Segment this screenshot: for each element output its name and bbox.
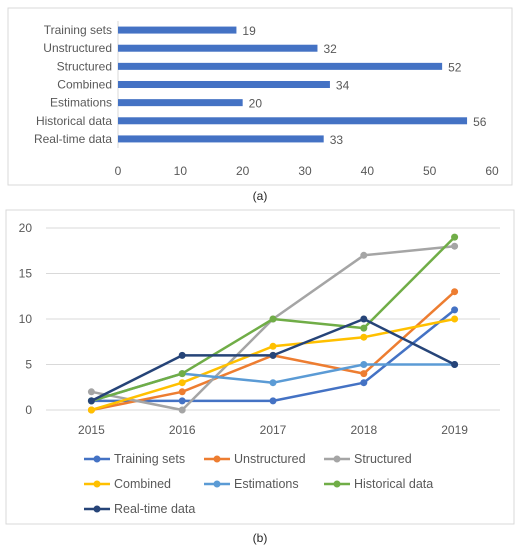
x-tick-label: 10 bbox=[174, 164, 188, 178]
data-point bbox=[87, 397, 95, 405]
legend-label: Estimations bbox=[234, 477, 299, 491]
data-point bbox=[269, 315, 277, 323]
data-point bbox=[269, 342, 277, 350]
x-tick-label: 40 bbox=[361, 164, 375, 178]
data-point bbox=[178, 370, 186, 378]
category-label: Real-time data bbox=[34, 132, 112, 146]
data-label: 56 bbox=[473, 115, 487, 129]
category-label: Structured bbox=[57, 59, 112, 73]
legend-label: Real-time data bbox=[114, 502, 195, 516]
x-tick-label: 20 bbox=[236, 164, 250, 178]
y-tick-label: 0 bbox=[25, 403, 32, 417]
bar bbox=[118, 117, 468, 125]
data-point bbox=[269, 351, 277, 359]
data-point bbox=[360, 324, 368, 332]
data-label: 19 bbox=[242, 24, 256, 38]
y-tick-label: 20 bbox=[19, 221, 33, 235]
x-tick-label: 30 bbox=[298, 164, 312, 178]
legend-label: Combined bbox=[114, 477, 171, 491]
legend-marker bbox=[213, 455, 221, 463]
data-point bbox=[451, 315, 459, 323]
x-tick-label: 0 bbox=[115, 164, 122, 178]
legend-marker bbox=[213, 480, 221, 488]
category-label: Combined bbox=[57, 78, 112, 92]
data-point bbox=[87, 406, 95, 414]
data-point bbox=[360, 251, 368, 259]
data-point bbox=[451, 233, 459, 241]
bar bbox=[118, 135, 324, 143]
data-point bbox=[269, 379, 277, 387]
y-tick-label: 5 bbox=[25, 358, 32, 372]
data-point bbox=[451, 361, 459, 368]
data-point bbox=[360, 379, 368, 387]
data-point bbox=[360, 361, 368, 368]
category-label: Historical data bbox=[36, 114, 112, 128]
legend-marker bbox=[93, 480, 101, 488]
data-point bbox=[360, 333, 368, 341]
caption-a: (a) bbox=[253, 189, 268, 203]
legend-marker bbox=[333, 480, 341, 488]
legend-label: Structured bbox=[354, 452, 412, 466]
data-point bbox=[451, 242, 459, 250]
x-tick-label: 2019 bbox=[441, 423, 468, 437]
data-label: 33 bbox=[330, 133, 344, 147]
data-label: 34 bbox=[336, 79, 350, 93]
data-point bbox=[451, 288, 459, 296]
y-tick-label: 10 bbox=[19, 312, 33, 326]
data-label: 32 bbox=[323, 42, 337, 56]
legend-label: Unstructured bbox=[234, 452, 306, 466]
data-point bbox=[269, 397, 277, 405]
data-label: 20 bbox=[249, 97, 263, 111]
x-tick-label: 50 bbox=[423, 164, 437, 178]
data-point bbox=[178, 406, 186, 414]
category-label: Estimations bbox=[50, 96, 112, 110]
line-chart: 0 5 10 15 20 2015 2016 2017 2018 2019 Training set… bbox=[19, 221, 500, 516]
data-point bbox=[178, 351, 186, 359]
x-tick-label: 2018 bbox=[350, 423, 377, 437]
bar bbox=[118, 62, 443, 70]
x-tick-label: 2015 bbox=[78, 423, 105, 437]
caption-b: (b) bbox=[253, 531, 268, 545]
bar bbox=[118, 81, 330, 88]
bar bbox=[118, 44, 318, 52]
bar bbox=[118, 26, 237, 34]
chart-a-frame bbox=[7, 7, 513, 186]
bar-chart: Training sets 19 Unstructured 32 Structured 5… bbox=[34, 21, 499, 178]
category-label: Unstructured bbox=[43, 41, 112, 55]
bar bbox=[118, 99, 243, 107]
data-point bbox=[178, 397, 186, 405]
x-tick-label: 60 bbox=[485, 164, 499, 178]
x-tick-label: 2017 bbox=[260, 423, 287, 437]
data-point bbox=[360, 315, 368, 323]
legend-marker bbox=[93, 455, 101, 463]
data-point bbox=[451, 306, 459, 314]
data-point bbox=[178, 379, 186, 387]
legend-label: Historical data bbox=[354, 477, 433, 491]
category-label: Training sets bbox=[44, 23, 112, 37]
legend-marker bbox=[93, 505, 101, 513]
data-point bbox=[360, 370, 368, 378]
data-point bbox=[87, 388, 95, 396]
y-tick-label: 15 bbox=[19, 267, 33, 281]
data-label: 52 bbox=[448, 60, 462, 74]
legend-marker bbox=[333, 455, 341, 463]
x-tick-label: 2016 bbox=[169, 423, 196, 437]
legend-label: Training sets bbox=[114, 452, 185, 466]
data-point bbox=[178, 388, 186, 396]
